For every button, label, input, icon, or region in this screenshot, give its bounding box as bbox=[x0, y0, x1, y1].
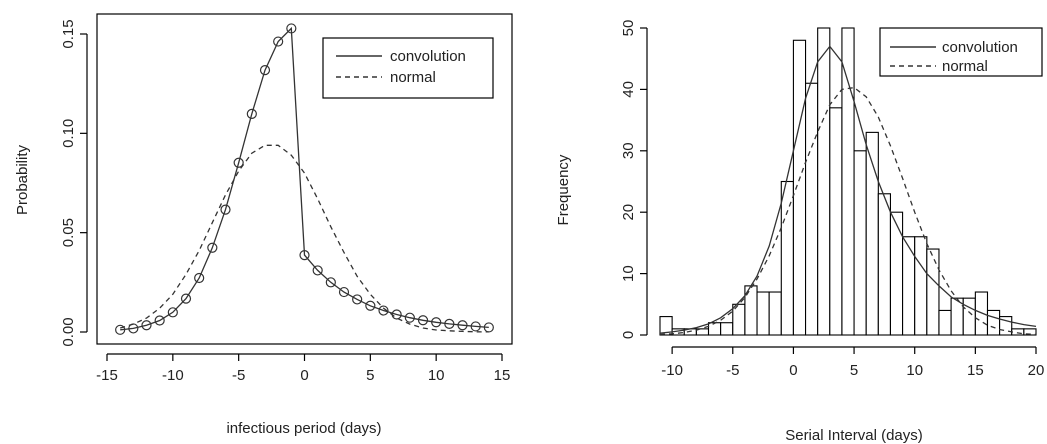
x-tick-label: -10 bbox=[162, 367, 184, 384]
data-point bbox=[444, 318, 455, 329]
legend-label-normal: normal bbox=[942, 58, 988, 75]
histogram-bar bbox=[841, 27, 855, 336]
histogram-bar bbox=[659, 316, 673, 336]
series-line-normal bbox=[120, 144, 489, 333]
histogram-bar bbox=[853, 150, 867, 336]
legend-label-normal: normal bbox=[390, 69, 436, 86]
data-point bbox=[404, 312, 415, 323]
x-tick-label: 5 bbox=[366, 367, 374, 384]
x-axis: -10 -5 0 5 10 15 20 bbox=[661, 346, 1045, 379]
data-point bbox=[273, 36, 284, 47]
legend: convolution normal bbox=[322, 37, 494, 99]
histogram-bar bbox=[889, 211, 904, 336]
histogram-bar bbox=[926, 248, 940, 336]
histogram-bar bbox=[1023, 328, 1037, 336]
x-tick-label: 0 bbox=[300, 367, 308, 384]
data-point bbox=[378, 305, 389, 316]
frequency-chart: -10 -5 0 5 10 15 20 0 10 20 30 40 50 Serial Interva… bbox=[555, 20, 1044, 444]
histogram-bar bbox=[902, 236, 916, 336]
plot-area bbox=[659, 45, 1037, 336]
data-point bbox=[259, 65, 271, 76]
histogram-bar bbox=[720, 322, 734, 336]
y-tick-label: 0 bbox=[620, 331, 637, 339]
data-point bbox=[338, 286, 350, 298]
x-axis: -15 -10 -5 0 5 10 15 bbox=[96, 353, 511, 384]
data-point bbox=[312, 265, 323, 276]
x-axis-title: Serial Interval (days) bbox=[785, 427, 923, 444]
series-line-convolution bbox=[659, 45, 1037, 334]
x-tick-label: 10 bbox=[906, 362, 923, 379]
histogram-bar bbox=[1011, 328, 1025, 336]
data-point bbox=[233, 157, 244, 168]
histogram-bar bbox=[780, 180, 794, 336]
histogram-bar bbox=[938, 309, 952, 336]
histogram-bar bbox=[792, 39, 807, 336]
y-axis: 0.00 0.05 0.10 0.15 bbox=[60, 19, 88, 347]
histogram-bar bbox=[756, 291, 770, 336]
x-tick-label: 0 bbox=[789, 362, 797, 379]
histogram-bar bbox=[804, 82, 819, 336]
y-tick-label: 0.05 bbox=[60, 218, 77, 247]
y-tick-label: 50 bbox=[620, 20, 637, 37]
histogram-bar bbox=[768, 291, 782, 336]
data-point bbox=[352, 294, 363, 305]
histogram-bar bbox=[986, 309, 1001, 336]
data-point bbox=[483, 322, 494, 333]
histogram-bar bbox=[877, 193, 892, 336]
x-tick-label: -15 bbox=[96, 367, 118, 384]
data-point bbox=[457, 320, 468, 331]
y-tick-label: 0.10 bbox=[60, 119, 77, 148]
y-axis: 0 10 20 30 40 50 bbox=[620, 20, 648, 339]
x-tick-label: -5 bbox=[726, 362, 739, 379]
data-point bbox=[431, 317, 442, 328]
data-point bbox=[470, 321, 481, 332]
data-point bbox=[286, 23, 297, 34]
histogram-bar bbox=[707, 322, 722, 336]
histogram-bar bbox=[962, 297, 976, 336]
x-axis-title: infectious period (days) bbox=[226, 420, 381, 437]
legend-box bbox=[322, 37, 494, 99]
data-point bbox=[325, 277, 336, 288]
y-tick-label: 10 bbox=[620, 265, 637, 282]
data-point bbox=[194, 272, 205, 284]
data-point bbox=[115, 324, 126, 335]
histogram-bars bbox=[659, 27, 1037, 336]
series-line-normal bbox=[659, 86, 1037, 336]
y-tick-label: 30 bbox=[620, 142, 637, 159]
histogram-bar bbox=[914, 236, 928, 336]
histogram-bar bbox=[829, 107, 843, 336]
x-tick-label: 5 bbox=[850, 362, 858, 379]
histogram-bar bbox=[817, 27, 831, 336]
x-tick-label: 10 bbox=[428, 367, 445, 384]
legend-label-convolution: convolution bbox=[942, 39, 1018, 56]
x-tick-label: 20 bbox=[1028, 362, 1045, 379]
data-point bbox=[167, 307, 178, 318]
legend: convolution normal bbox=[879, 27, 1043, 77]
x-tick-label: -10 bbox=[661, 362, 683, 379]
x-tick-label: 15 bbox=[494, 367, 511, 384]
data-point bbox=[365, 300, 376, 311]
data-point bbox=[246, 108, 257, 119]
legend-box bbox=[879, 27, 1043, 77]
data-point bbox=[154, 315, 165, 326]
plot-area bbox=[115, 23, 494, 335]
x-tick-label: -5 bbox=[232, 367, 245, 384]
data-point bbox=[417, 315, 429, 326]
data-point bbox=[220, 204, 231, 215]
y-tick-label: 20 bbox=[620, 204, 637, 221]
data-point bbox=[207, 242, 218, 253]
y-axis-title: Frequency bbox=[555, 154, 572, 225]
y-tick-label: 0.00 bbox=[60, 317, 77, 346]
legend-label-convolution: convolution bbox=[390, 48, 466, 65]
x-tick-label: 15 bbox=[967, 362, 984, 379]
y-axis-title: Probability bbox=[14, 144, 31, 215]
y-tick-label: 0.15 bbox=[60, 19, 77, 48]
data-point bbox=[180, 293, 192, 304]
data-point bbox=[299, 250, 310, 261]
probability-chart: -15 -10 -5 0 5 10 15 0.00 0.05 0.10 0.15 infectio… bbox=[14, 13, 513, 437]
y-tick-label: 40 bbox=[620, 81, 637, 98]
data-point bbox=[141, 320, 152, 331]
plot-frame bbox=[96, 13, 513, 345]
